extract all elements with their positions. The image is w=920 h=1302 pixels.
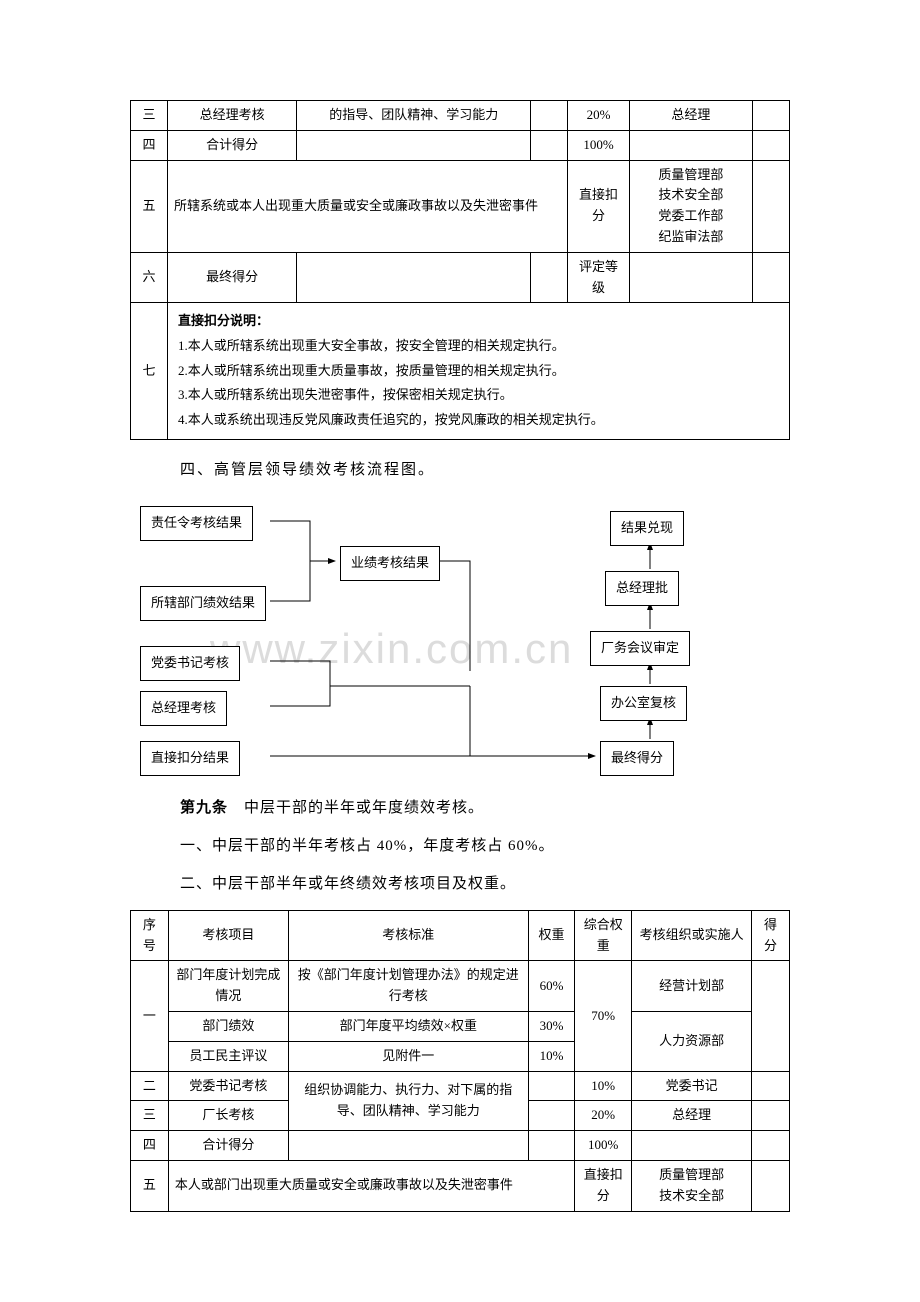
note-line: 2.本人或所辖系统出现重大质量事故，按质量管理的相关规定执行。 <box>178 363 565 378</box>
note-line: 1.本人或所辖系统出现重大安全事故，按安全管理的相关规定执行。 <box>178 338 565 353</box>
cell-deduct: 直接扣分 <box>575 1160 632 1211</box>
cell-org <box>629 252 752 303</box>
cell-score <box>752 1071 790 1101</box>
assessment-table-2: 序号 考核项目 考核标准 权重 综合权重 考核组织或实施人 得分 一 部门年度计… <box>130 910 790 1212</box>
cell-item: 合计得分 <box>168 1131 288 1161</box>
note-line: 3.本人或所辖系统出现失泄密事件，按保密相关规定执行。 <box>178 387 513 402</box>
cell-num: 七 <box>131 303 168 439</box>
cell-org: 人力资源部 <box>632 1012 752 1072</box>
cell-num: 三 <box>131 101 168 131</box>
cell-std: 组织协调能力、执行力、对下属的指导、团队精神、学习能力 <box>288 1071 528 1131</box>
section-4-title: 四、高管层领导绩效考核流程图。 <box>180 458 790 482</box>
cell-num: 二 <box>131 1071 169 1101</box>
cell-item: 部门年度计划完成情况 <box>168 961 288 1012</box>
cell-item: 党委书记考核 <box>168 1071 288 1101</box>
cell-weight: 10% <box>528 1041 575 1071</box>
article-9: 第九条 中层干部的半年或年度绩效考核。 <box>180 796 790 820</box>
cell-grade-label: 评定等级 <box>568 252 630 303</box>
cell-cweight: 100% <box>575 1131 632 1161</box>
flow-node-responsibility-result: 责任令考核结果 <box>140 506 253 541</box>
para-mid-level-2: 二、中层干部半年或年终绩效考核项目及权重。 <box>180 872 790 896</box>
flow-node-gm-approve: 总经理批 <box>605 571 679 606</box>
cell-item: 总经理考核 <box>167 101 296 131</box>
cell-num: 六 <box>131 252 168 303</box>
th-weight: 权重 <box>528 910 575 961</box>
flow-node-dept-performance: 所辖部门绩效结果 <box>140 586 266 621</box>
cell-org: 质量管理部 技术安全部 党委工作部 纪监审法部 <box>629 160 752 252</box>
flow-node-achievement-result: 业绩考核结果 <box>340 546 440 581</box>
th-num: 序号 <box>131 910 169 961</box>
para-mid-level-1: 一、中层干部的半年考核占 40%，年度考核占 60%。 <box>180 834 790 858</box>
article-9-text: 中层干部的半年或年度绩效考核。 <box>228 800 484 816</box>
cell-desc: 所辖系统或本人出现重大质量或安全或廉政事故以及失泄密事件 <box>167 160 567 252</box>
cell-org: 经营计划部 <box>632 961 752 1012</box>
th-cweight: 综合权重 <box>575 910 632 961</box>
cell-cweight: 100% <box>568 130 630 160</box>
assessment-table-1: 三 总经理考核 的指导、团队精神、学习能力 20% 总经理 四 合计得分 100… <box>130 100 790 440</box>
cell-num: 四 <box>131 1131 169 1161</box>
flow-node-final-score: 最终得分 <box>600 741 674 776</box>
cell-weight: 30% <box>528 1012 575 1042</box>
cell-item: 员工民主评议 <box>168 1041 288 1071</box>
cell-num: 三 <box>131 1101 169 1131</box>
cell-org <box>632 1131 752 1161</box>
cell-weight <box>531 252 568 303</box>
cell-item: 部门绩效 <box>168 1012 288 1042</box>
flow-node-result-fulfill: 结果兑现 <box>610 511 684 546</box>
cell-item: 合计得分 <box>167 130 296 160</box>
flow-node-gm-assessment: 总经理考核 <box>140 691 227 726</box>
cell-score <box>753 130 790 160</box>
flow-node-office-review: 办公室复核 <box>600 686 687 721</box>
note-line: 4.本人或系统出现违反党风廉政责任追究的，按党风廉政的相关规定执行。 <box>178 412 604 427</box>
cell-std <box>297 252 531 303</box>
th-item: 考核项目 <box>168 910 288 961</box>
cell-num: 一 <box>131 961 169 1071</box>
cell-org: 党委书记 <box>632 1071 752 1101</box>
cell-cweight: 20% <box>575 1101 632 1131</box>
cell-weight <box>531 130 568 160</box>
cell-std: 的指导、团队精神、学习能力 <box>297 101 531 131</box>
th-std: 考核标准 <box>288 910 528 961</box>
cell-cweight: 20% <box>568 101 630 131</box>
cell-weight <box>531 101 568 131</box>
cell-org: 总经理 <box>629 101 752 131</box>
cell-score <box>752 1160 790 1211</box>
cell-score <box>753 101 790 131</box>
cell-score <box>752 1131 790 1161</box>
flowchart-senior-assessment: 责任令考核结果 所辖部门绩效结果 业绩考核结果 党委书记考核 总经理考核 直接扣… <box>130 496 790 776</box>
cell-std <box>297 130 531 160</box>
cell-weight: 60% <box>528 961 575 1012</box>
cell-std: 部门年度平均绩效×权重 <box>288 1012 528 1042</box>
cell-score <box>752 961 790 1071</box>
cell-score <box>753 160 790 252</box>
article-9-label: 第九条 <box>180 799 228 816</box>
cell-weight <box>528 1131 575 1161</box>
cell-item: 厂长考核 <box>168 1101 288 1131</box>
notes-title: 直接扣分说明： <box>178 313 269 328</box>
cell-deduct: 直接扣分 <box>568 160 630 252</box>
cell-std: 见附件一 <box>288 1041 528 1071</box>
cell-num: 五 <box>131 1160 169 1211</box>
cell-org <box>629 130 752 160</box>
cell-item: 最终得分 <box>167 252 296 303</box>
cell-std: 按《部门年度计划管理办法》的规定进行考核 <box>288 961 528 1012</box>
cell-num: 四 <box>131 130 168 160</box>
cell-std <box>288 1131 528 1161</box>
cell-cweight: 10% <box>575 1071 632 1101</box>
cell-desc: 本人或部门出现重大质量或安全或廉政事故以及失泄密事件 <box>168 1160 574 1211</box>
deduction-notes: 直接扣分说明： 1.本人或所辖系统出现重大安全事故，按安全管理的相关规定执行。 … <box>167 303 789 439</box>
th-score: 得分 <box>752 910 790 961</box>
cell-org: 质量管理部 技术安全部 <box>632 1160 752 1211</box>
th-org: 考核组织或实施人 <box>632 910 752 961</box>
flow-node-direct-deduction: 直接扣分结果 <box>140 741 240 776</box>
cell-num: 五 <box>131 160 168 252</box>
cell-score <box>753 252 790 303</box>
cell-weight <box>528 1071 575 1101</box>
cell-weight <box>528 1101 575 1131</box>
cell-org: 总经理 <box>632 1101 752 1131</box>
flow-node-factory-meeting: 厂务会议审定 <box>590 631 690 666</box>
cell-cweight: 70% <box>575 961 632 1071</box>
cell-score <box>752 1101 790 1131</box>
flow-node-party-secretary: 党委书记考核 <box>140 646 240 681</box>
